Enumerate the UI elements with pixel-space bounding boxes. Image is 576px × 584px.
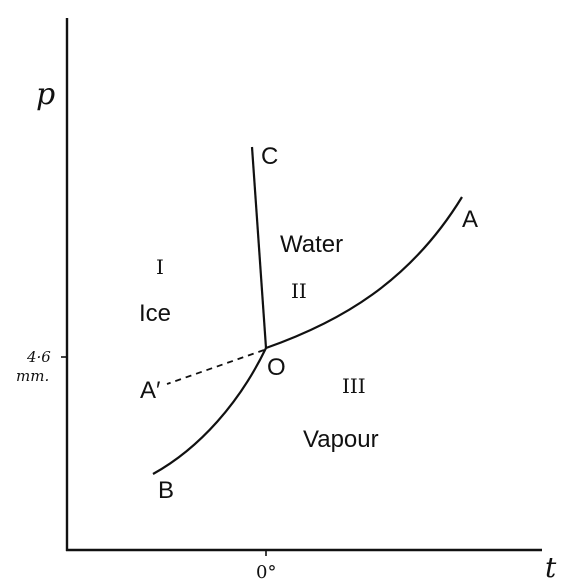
label-c: C	[261, 143, 278, 170]
water-region-numeral: II	[291, 279, 307, 303]
label-a-prime: A′	[140, 377, 161, 404]
water-region-name: Water	[280, 231, 343, 258]
label-a: A	[462, 206, 478, 233]
vaporisation-curve-oa	[265, 196, 463, 350]
x-tick-label: 0°	[256, 562, 276, 583]
ice-region-numeral: I	[156, 255, 164, 279]
fusion-curve-oc	[250, 146, 268, 349]
x-axis-label: t	[545, 551, 557, 584]
y-tick-unit-label: mm.	[16, 367, 49, 385]
y-axis-label: p	[36, 77, 55, 112]
label-b: B	[158, 477, 174, 504]
ice-region-name: Ice	[139, 300, 171, 327]
vapour-region-name: Vapour	[303, 426, 379, 453]
sublimation-curve-ob	[152, 347, 267, 475]
vapour-region-numeral: III	[342, 374, 366, 398]
label-o: O	[267, 354, 286, 381]
y-tick-value-label: 4·6	[26, 348, 51, 366]
